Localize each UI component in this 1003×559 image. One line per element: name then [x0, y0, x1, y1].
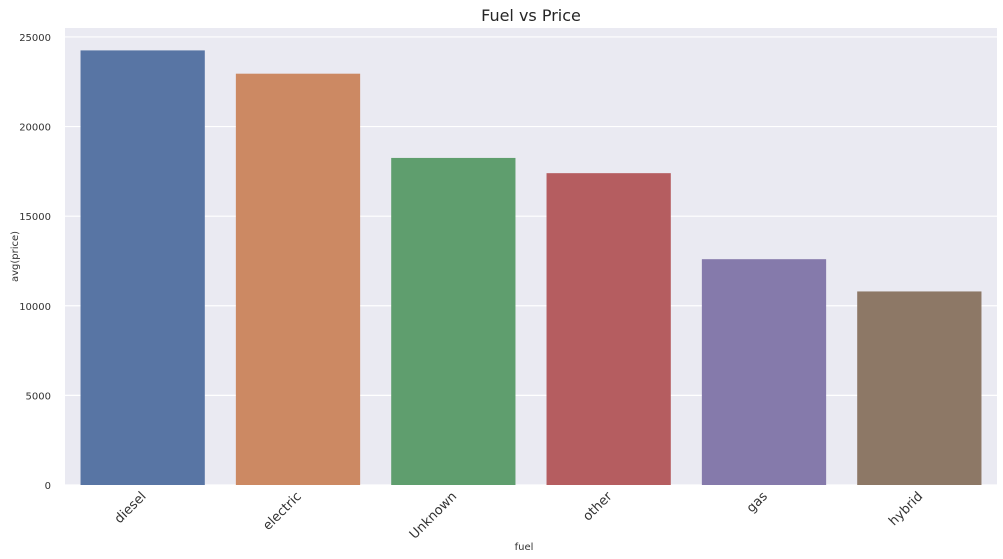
y-tick-label: 5000: [26, 391, 51, 402]
y-tick-label: 10000: [19, 302, 51, 313]
x-tick-label: hybrid: [886, 489, 926, 529]
y-tick-label: 15000: [19, 212, 51, 223]
bars: [80, 50, 982, 485]
y-tick-label: 25000: [19, 33, 51, 44]
gridlines: [65, 36, 997, 486]
bar-diesel: [80, 50, 205, 485]
bar-gas: [701, 259, 827, 485]
y-axis-ticks: 0 5000 10000 15000 20000 25000: [19, 33, 51, 492]
y-axis-label: avg(price): [10, 231, 21, 282]
bar-hybrid: [857, 291, 982, 485]
x-tick-label: gas: [744, 489, 771, 516]
x-tick-label: diesel: [112, 489, 150, 527]
y-tick-label: 0: [45, 481, 51, 492]
x-tick-label: other: [580, 489, 616, 525]
bar-electric: [235, 73, 361, 485]
x-tick-label: Unknown: [407, 489, 460, 542]
plot-area: [65, 28, 997, 485]
bar-unknown: [391, 157, 516, 485]
x-tick-label: electric: [260, 489, 305, 534]
x-axis-ticks: diesel electric Unknown other gas hybrid: [112, 489, 926, 543]
x-axis-label: fuel: [515, 542, 534, 553]
chart-title: Fuel vs Price: [481, 6, 581, 25]
bar-other: [546, 173, 671, 485]
y-tick-label: 20000: [19, 123, 51, 134]
